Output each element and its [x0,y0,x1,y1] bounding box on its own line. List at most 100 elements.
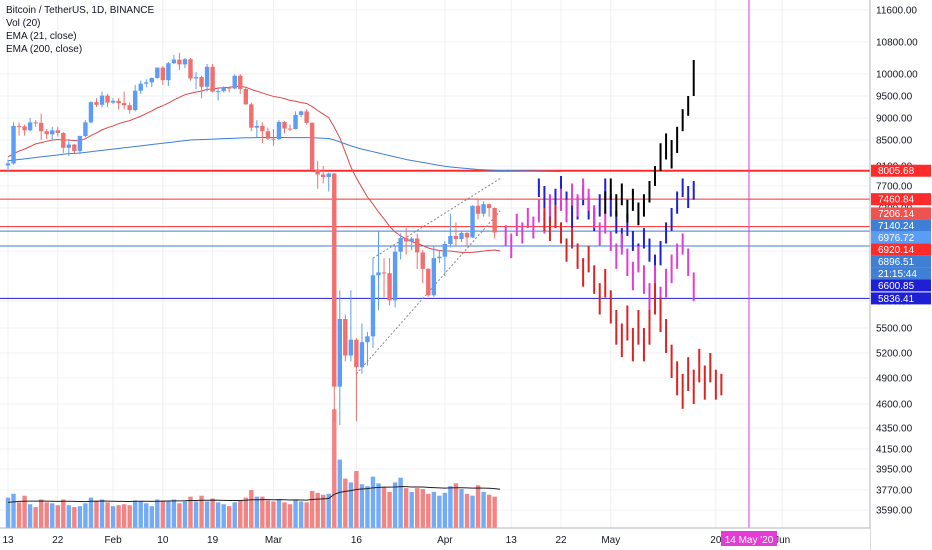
symbol-title[interactable]: Bitcoin / TetherUS, 1D, BINANCE [6,5,155,16]
volume-bar [33,507,38,528]
volume-bar [61,499,66,528]
candle-body [359,342,365,368]
time-tick-label: Mar [265,535,283,546]
volume-bar [265,500,271,528]
price-tick-label: 10800.00 [876,38,918,49]
candle-body [437,256,442,259]
volume-bar [166,501,171,528]
volume-bar [337,459,342,528]
volume-bar [387,491,392,528]
volume-bar [326,493,331,528]
volume-bar [149,506,154,528]
volume-bar [249,490,254,528]
candle-body [55,130,60,133]
candle-body [99,95,105,105]
price-tick-label: 3590.00 [876,506,913,517]
price-tag: 6920.14 [871,243,931,256]
volume-bar [193,501,199,528]
volume-bar [420,489,425,528]
volume-bar [221,504,226,528]
price-tag-bg [871,219,931,232]
volume-bar [409,491,414,528]
volume-bar [5,497,11,528]
volume-bar [315,492,320,528]
price-tick-label: 3950.00 [876,465,913,476]
candle-body [420,252,425,269]
candle-body [415,238,420,253]
horizontal-levels [0,169,870,299]
candle-body [332,173,337,387]
candle-body [315,169,320,175]
volume-bar [155,499,160,528]
volume-bar [392,482,398,528]
grid-lines [0,0,870,528]
candle-body [110,100,116,103]
volume-bar [271,501,276,528]
volume-bar [293,499,298,528]
candle-body [271,138,276,140]
candle-body [16,125,22,127]
candle-body [365,336,370,343]
candles [5,52,497,426]
candle-body [22,126,27,131]
price-tick-label: 9000.00 [876,114,913,125]
price-tag-label: 7460.84 [878,195,915,206]
volume-bar [66,505,72,528]
candle-body [448,236,453,244]
candle-body [470,205,475,238]
volume-bar [376,483,381,528]
volume-bar [254,496,260,528]
volume-bar [50,503,55,528]
time-tick-label: 22 [555,535,567,546]
candle-body [72,144,77,152]
volume-ma-line [7,486,501,503]
candle-body [442,244,448,257]
price-tick-label: 4350.00 [876,424,913,435]
candle-body [398,238,403,252]
time-tick-label: 10 [157,535,169,546]
price-tag: 8005.68 [871,164,931,177]
volume-bar [160,500,166,528]
candle-body [5,163,11,166]
candle-body [337,319,342,387]
trend-line [372,178,501,259]
candle-body [105,95,110,103]
ema200-indicator-label[interactable]: EMA (200, close) [6,44,83,55]
candle-body [309,122,315,170]
price-tag-bg [871,267,931,280]
time-tick-label: 16 [351,535,363,546]
volume-bar [27,504,33,528]
volume-bar [309,490,315,528]
volume-bar [116,505,121,528]
price-tag: 21:15:44 [871,267,931,280]
time-tick-label: 20 [710,535,722,546]
price-tick-label: 7700.00 [876,182,913,193]
candle-body [166,63,171,81]
time-axis-bg [0,528,870,550]
price-tick-label: 5500.00 [876,324,913,335]
price-tag: 6600.85 [871,279,931,292]
candle-body [38,122,44,132]
volume-bar [227,506,232,528]
price-tag-bg [871,243,931,256]
volume-bar [442,492,448,528]
volume-indicator-label[interactable]: Vol (20) [6,18,41,29]
volume-bar [121,504,127,528]
volume-bar [403,488,409,528]
price-tag: 6896.51 [871,255,931,268]
price-tag: 7460.84 [871,193,931,206]
candle-body [94,102,99,105]
price-axis[interactable]: 11600.00 10800.00 10000.00 9500.00 9000.00 85… [869,0,932,550]
candle-body [160,67,166,81]
candle-body [83,122,88,137]
candle-body [50,130,55,135]
ema21-indicator-label[interactable]: EMA (21, close) [6,31,77,42]
price-tag-label: 8005.68 [878,166,915,177]
date-marker-label: 14 May '20 [725,535,774,546]
volume-bar [470,495,475,528]
candle-body [182,59,188,65]
chart-legend: Bitcoin / TetherUS, 1D, BINANCE Vol (20)… [6,4,154,56]
candle-body [459,233,464,239]
